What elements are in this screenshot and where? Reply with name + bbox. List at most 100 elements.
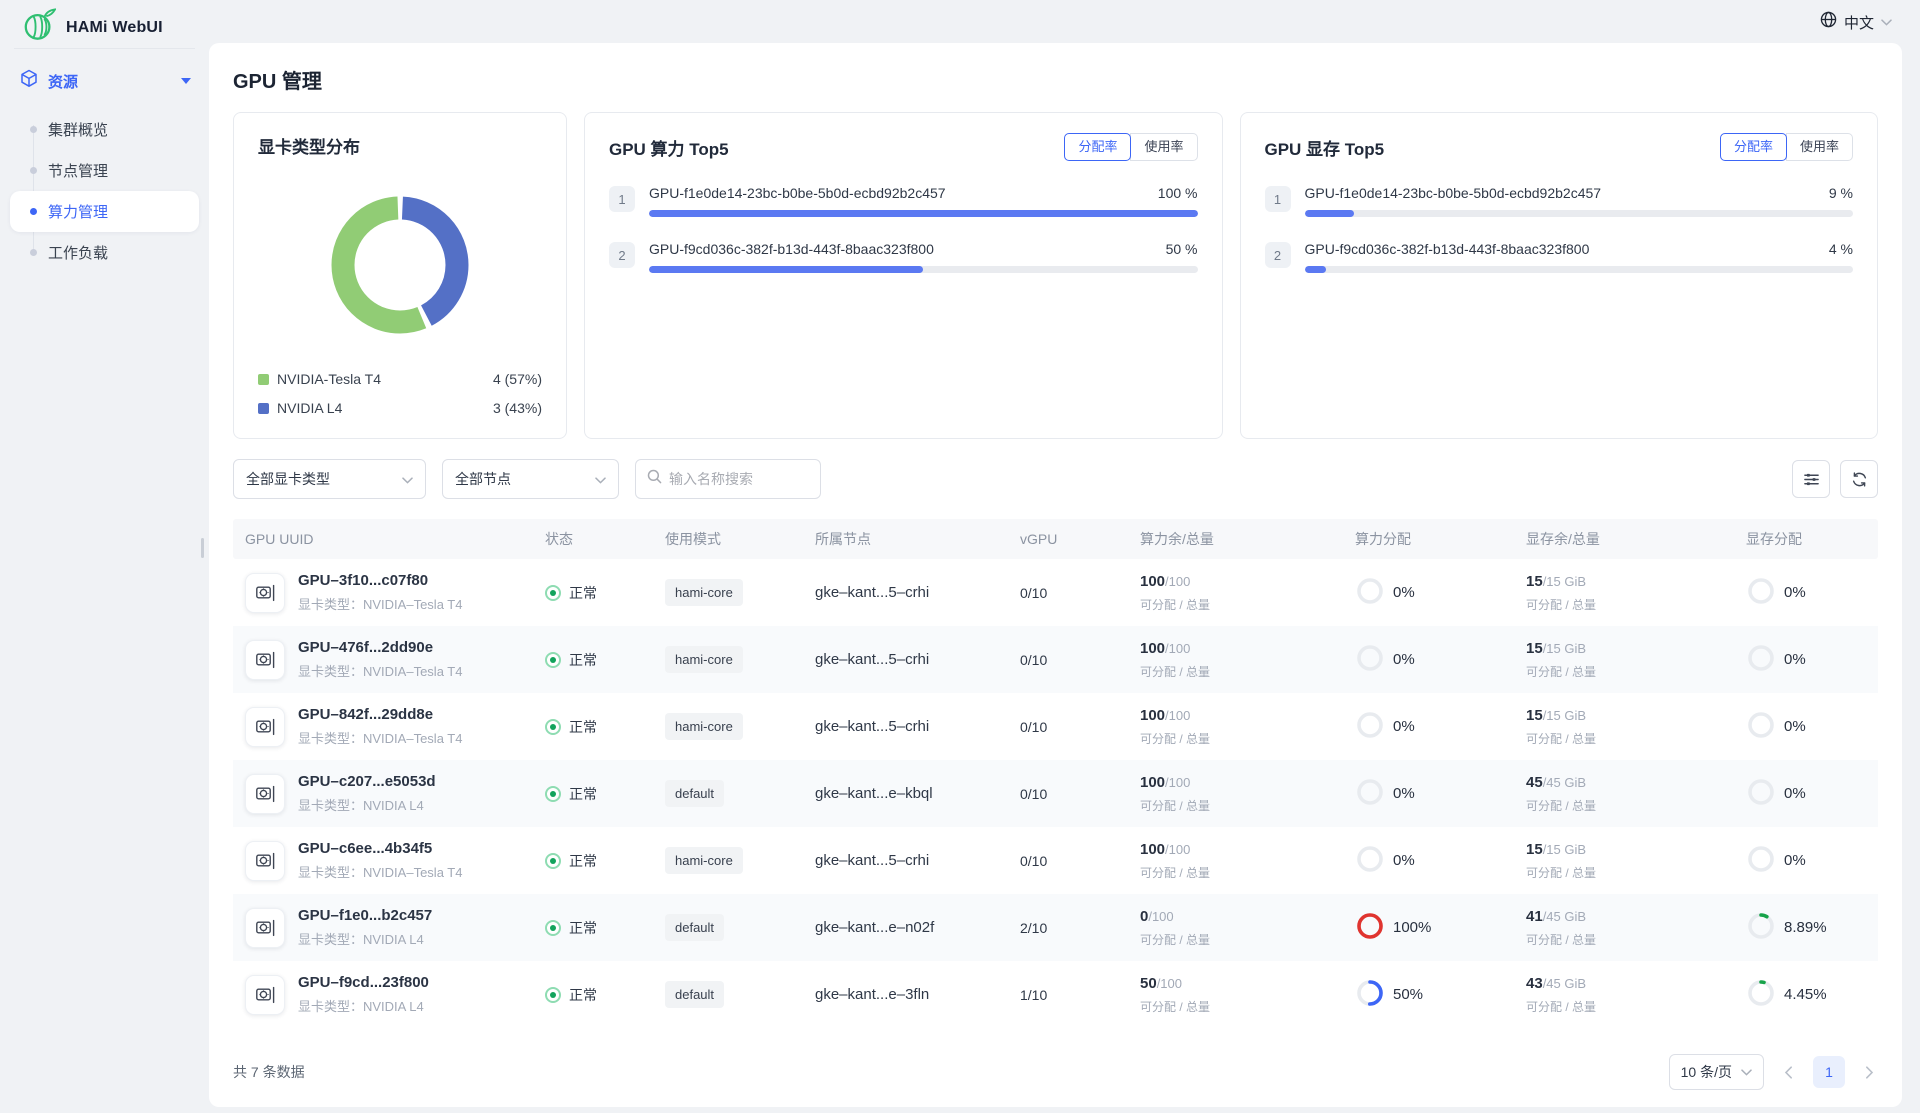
search-icon [647,469,662,489]
memory-allocation: 8.89% [1734,911,1878,944]
percent-value: 50 % [1165,241,1198,258]
brand-name: HAMi WebUI [66,18,163,36]
search-input[interactable] [669,471,809,487]
toggle-allocation-rate[interactable]: 分配率 [1719,133,1787,162]
mode-tag: hami-core [665,579,743,606]
memory-remaining-total: 15/15 GiB 可分配 / 总量 [1526,706,1597,746]
memory-remaining-total: 15/15 GiB 可分配 / 总量 [1526,572,1597,612]
table-row[interactable]: GPU–f9cd...23f800 显卡类型：NVIDIA L4 正常 default… [233,961,1878,1028]
gpu-uuid: GPU-f1e0de14-23bc-b0be-5b0d-ecbd92b2c457 [649,185,946,202]
column-header-6: 算力分配 [1355,531,1411,547]
tree-dot-icon [30,249,37,256]
vgpu-value: 0/10 [1020,852,1048,869]
rank-badge: 1 [1264,186,1291,213]
sidebar: 资源 集群概览 节点管理 算力管理 工作负载 [0,48,209,273]
legend-swatch-icon [258,373,269,385]
toggle-allocation-rate[interactable]: 分配率 [1064,133,1132,162]
refresh-button[interactable] [1840,460,1878,498]
card-title: GPU 算力 Top5 [609,139,729,159]
sidebar-item-3[interactable]: 工作负载 [10,232,199,273]
mode-tag: default [665,981,725,1008]
gpu-table: GPU UUID 状态 使用模式 所属节点 vGPU 算力余/总量 算力分配 显存余/总量 显存… [233,519,1878,1028]
status-text: 正常 [569,718,597,735]
memory-allocation-percent: 8.89% [1784,919,1827,936]
total-count-label: 共 7 条数据 [233,1064,305,1080]
brand-logo-icon [22,7,57,48]
status-ok-icon [545,651,561,668]
status-ok-icon [545,919,561,936]
sidebar-collapse-handle[interactable] [201,538,204,558]
node-select[interactable]: 全部节点 [442,459,619,499]
app-logo[interactable]: HAMi WebUI [22,7,163,48]
sidebar-item-1[interactable]: 节点管理 [10,150,199,191]
gpu-uuid: GPU-f9cd036c-382f-b13d-443f-8baac323f800 [1304,241,1590,258]
column-header-0: GPU UUID [245,531,314,547]
legend-label: NVIDIA-Tesla T4 [277,371,381,387]
top5-row: 2 GPU-f9cd036c-382f-b13d-443f-8baac323f80… [1264,241,1853,274]
top5-row: 2 GPU-f9cd036c-382f-b13d-443f-8baac323f80… [609,241,1198,274]
core-allocation: 50% [1343,978,1514,1011]
chevron-down-icon [402,471,413,487]
mode-tag: default [665,914,725,941]
language-selector[interactable]: 中文 [1820,11,1892,33]
sidebar-item-2[interactable]: 算力管理 [10,191,199,232]
toggle-usage-rate[interactable]: 使用率 [1130,133,1198,162]
core-remaining-total: 100/100 可分配 / 总量 [1140,706,1211,746]
column-header-2: 使用模式 [665,531,721,547]
gpu-type-select[interactable]: 全部显卡类型 [233,459,426,499]
column-settings-button[interactable] [1792,460,1830,498]
toggle-usage-rate[interactable]: 使用率 [1785,133,1853,162]
gpu-type-label: 显卡类型：NVIDIA–Tesla T4 [298,731,463,746]
next-page-button[interactable] [1861,1062,1878,1083]
node-select-value: 全部节点 [455,471,511,487]
memory-remaining-total: 43/45 GiB 可分配 / 总量 [1526,974,1597,1014]
memory-allocation-percent: 0% [1784,852,1806,869]
page-size-select[interactable]: 10 条/页 [1668,1054,1764,1090]
table-row[interactable]: GPU–c6ee...4b34f5 显卡类型：NVIDIA–Tesla T4 正常 h… [233,827,1878,894]
page-number-1[interactable]: 1 [1813,1056,1845,1088]
sidebar-group-resources[interactable]: 资源 [0,59,209,103]
status-ok-icon [545,584,561,601]
gpu-type-label: 显卡类型：NVIDIA–Tesla T4 [298,597,463,612]
compute-rate-toggle: 分配率 使用率 [1064,133,1198,162]
core-remaining-total: 100/100 可分配 / 总量 [1140,840,1211,880]
status-text: 正常 [569,584,597,601]
core-remaining-total: 50/100 可分配 / 总量 [1140,974,1211,1014]
memory-allocation-ring-icon [1746,576,1776,609]
legend-item-1[interactable]: NVIDIA L4 3 (43%) [258,400,542,416]
table-row[interactable]: GPU–476f...2dd90e 显卡类型：NVIDIA–Tesla T4 正常 h… [233,626,1878,693]
vgpu-value: 1/10 [1020,986,1048,1003]
column-header-8: 显存分配 [1746,531,1802,547]
table-row[interactable]: GPU–842f...29dd8e 显卡类型：NVIDIA–Tesla T4 正常 h… [233,693,1878,760]
gpu-card-icon [245,639,285,680]
gpu-uuid: GPU-f9cd036c-382f-b13d-443f-8baac323f800 [649,241,934,258]
core-allocation: 0% [1343,576,1514,609]
memory-remaining-total: 45/45 GiB 可分配 / 总量 [1526,773,1597,813]
table-row[interactable]: GPU–3f10...c07f80 显卡类型：NVIDIA–Tesla T4 正常 h… [233,559,1878,626]
legend-item-0[interactable]: NVIDIA-Tesla T4 4 (57%) [258,371,542,387]
core-allocation-percent: 0% [1393,651,1415,668]
pagination: 10 条/页 1 [1668,1054,1878,1090]
status-text: 正常 [569,919,597,936]
node-name: gke–kant...5–crhi [815,584,930,601]
table-row[interactable]: GPU–f1e0...b2c457 显卡类型：NVIDIA L4 正常 default… [233,894,1878,961]
mode-tag: hami-core [665,847,743,874]
chevron-down-icon [1881,13,1892,31]
memory-remaining-total: 15/15 GiB 可分配 / 总量 [1526,639,1597,679]
gpu-type-label: 显卡类型：NVIDIA L4 [298,999,424,1014]
memory-allocation-percent: 0% [1784,718,1806,735]
prev-page-button[interactable] [1780,1062,1797,1083]
mode-tag: default [665,780,725,807]
table-row[interactable]: GPU–c207...e5053d 显卡类型：NVIDIA L4 正常 default… [233,760,1878,827]
memory-allocation-ring-icon [1746,710,1776,743]
status-ok-icon [545,852,561,869]
node-name: gke–kant...5–crhi [815,718,930,735]
card-title: 显卡类型分布 [258,138,360,157]
language-label: 中文 [1843,14,1874,32]
status-text: 正常 [569,986,597,1003]
gpu-type-label: 显卡类型：NVIDIA–Tesla T4 [298,865,463,880]
gpu-card-icon [245,974,285,1015]
node-name: gke–kant...e–n02f [815,919,935,936]
sidebar-item-0[interactable]: 集群概览 [10,109,199,150]
vgpu-value: 0/10 [1020,718,1048,735]
